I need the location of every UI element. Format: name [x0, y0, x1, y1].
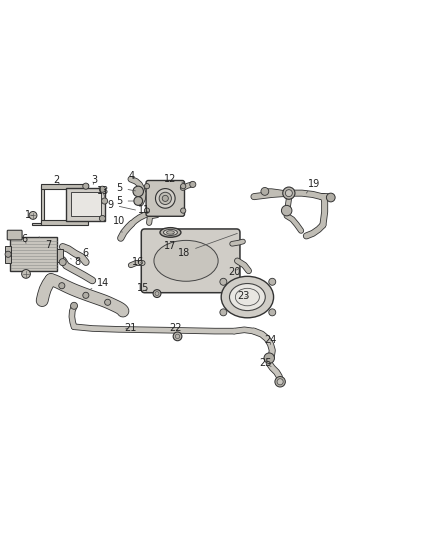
- FancyBboxPatch shape: [146, 181, 184, 216]
- Circle shape: [261, 188, 269, 195]
- Circle shape: [83, 292, 89, 298]
- Ellipse shape: [221, 276, 274, 318]
- Circle shape: [105, 299, 111, 305]
- FancyBboxPatch shape: [66, 188, 106, 221]
- Text: 15: 15: [137, 284, 149, 293]
- Text: 2: 2: [53, 175, 60, 185]
- Circle shape: [102, 198, 108, 204]
- Circle shape: [286, 190, 292, 197]
- Text: 22: 22: [169, 322, 182, 333]
- Text: 8: 8: [71, 257, 80, 267]
- FancyBboxPatch shape: [7, 230, 22, 240]
- Ellipse shape: [230, 284, 265, 311]
- Circle shape: [145, 208, 150, 213]
- Text: 16: 16: [132, 257, 144, 266]
- FancyBboxPatch shape: [5, 246, 11, 263]
- Circle shape: [220, 278, 227, 285]
- Text: 20: 20: [228, 266, 240, 277]
- Circle shape: [145, 183, 150, 189]
- Text: 1: 1: [25, 210, 33, 220]
- Circle shape: [264, 353, 275, 364]
- Circle shape: [5, 251, 11, 257]
- Ellipse shape: [162, 195, 168, 201]
- Text: 12: 12: [164, 174, 184, 184]
- Circle shape: [326, 193, 335, 202]
- Polygon shape: [32, 185, 44, 225]
- Circle shape: [83, 183, 89, 189]
- FancyBboxPatch shape: [57, 249, 63, 262]
- Text: 7: 7: [39, 237, 51, 250]
- Circle shape: [133, 186, 144, 197]
- Text: 6: 6: [21, 233, 28, 244]
- Text: 5: 5: [117, 183, 135, 193]
- Circle shape: [190, 181, 196, 188]
- Circle shape: [282, 205, 292, 216]
- Text: 11: 11: [138, 205, 150, 215]
- Circle shape: [21, 270, 30, 278]
- Circle shape: [220, 309, 227, 316]
- Text: 10: 10: [113, 216, 126, 232]
- Text: 24: 24: [264, 335, 277, 345]
- Circle shape: [269, 309, 276, 316]
- Circle shape: [153, 289, 161, 297]
- Text: 14: 14: [91, 278, 110, 289]
- Circle shape: [59, 282, 65, 289]
- Circle shape: [99, 186, 106, 192]
- Ellipse shape: [163, 229, 177, 236]
- Circle shape: [180, 183, 186, 189]
- Circle shape: [99, 215, 106, 222]
- Text: 5: 5: [117, 196, 134, 206]
- Polygon shape: [41, 183, 88, 189]
- Text: 23: 23: [237, 291, 249, 301]
- Ellipse shape: [160, 228, 181, 237]
- Circle shape: [283, 187, 295, 199]
- Circle shape: [173, 332, 182, 341]
- Ellipse shape: [159, 192, 171, 205]
- Text: 21: 21: [125, 322, 137, 333]
- Circle shape: [71, 302, 78, 309]
- Circle shape: [134, 197, 143, 205]
- Text: 25: 25: [259, 358, 272, 368]
- Circle shape: [29, 212, 37, 220]
- Text: 4: 4: [129, 171, 135, 181]
- Circle shape: [59, 259, 66, 265]
- FancyBboxPatch shape: [71, 192, 101, 216]
- Text: 9: 9: [108, 199, 135, 210]
- Circle shape: [269, 278, 276, 285]
- Ellipse shape: [154, 240, 218, 281]
- FancyBboxPatch shape: [11, 237, 57, 271]
- FancyBboxPatch shape: [141, 229, 240, 293]
- Text: 17: 17: [164, 233, 176, 251]
- Ellipse shape: [166, 231, 174, 234]
- Circle shape: [275, 376, 286, 387]
- Text: 13: 13: [97, 187, 109, 197]
- Circle shape: [180, 208, 186, 213]
- Text: 19: 19: [306, 179, 320, 193]
- Polygon shape: [41, 220, 88, 225]
- Text: 6: 6: [83, 247, 89, 257]
- Text: 3: 3: [92, 175, 98, 185]
- Circle shape: [277, 379, 283, 385]
- Ellipse shape: [155, 189, 175, 208]
- Text: 18: 18: [178, 233, 237, 257]
